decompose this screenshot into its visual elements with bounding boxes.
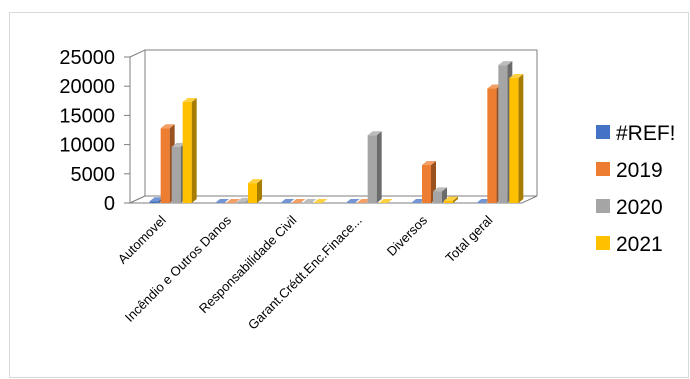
bar-2019-1 <box>226 199 240 203</box>
x-category-label: Diversos <box>384 212 431 259</box>
back-wall-outline <box>145 49 538 196</box>
bar-2021-0 <box>182 97 197 203</box>
bar-side <box>257 179 262 203</box>
bar-front <box>149 201 159 203</box>
bar-top <box>237 197 251 202</box>
bar-top <box>149 197 164 202</box>
chart-bars <box>149 61 524 204</box>
bar-2019-2 <box>291 199 306 203</box>
bar-#REF!-5 <box>476 199 491 203</box>
legend-swatch <box>596 199 610 213</box>
bar-top <box>509 74 524 79</box>
legend-swatch <box>596 125 610 139</box>
bar-top <box>248 179 262 184</box>
bar-front <box>433 191 442 203</box>
bar-2021-4 <box>444 196 458 203</box>
bar-top <box>378 199 393 203</box>
bar-top <box>291 199 306 203</box>
legend-label: 2019 <box>616 159 663 182</box>
bar-front <box>444 200 453 203</box>
bar-2021-1 <box>248 179 262 203</box>
bar-top <box>280 199 295 203</box>
bar-front <box>498 65 508 204</box>
y-tick-label: 0 <box>104 193 115 215</box>
y-tick-label: 10000 <box>59 135 115 157</box>
legend-item: 2021 <box>596 233 663 256</box>
legend-label: 2021 <box>616 233 663 256</box>
y-tick-label: 25000 <box>59 47 115 69</box>
side-wall <box>129 49 146 204</box>
bar-top <box>444 196 458 201</box>
bar-front <box>509 78 519 203</box>
legend-label: 2020 <box>616 196 663 219</box>
bar-top <box>160 124 175 129</box>
legend-item: 2020 <box>596 196 663 219</box>
bar-2020-3 <box>367 131 382 203</box>
bar-#REF!-2 <box>280 199 295 203</box>
bar-top <box>215 199 229 203</box>
bar-2021-3 <box>378 199 393 203</box>
x-category-label: Garant.Crédt.Enc.Finace... <box>245 213 365 333</box>
bar-top <box>182 97 197 102</box>
bar-2019-3 <box>356 199 371 203</box>
bar-front <box>367 135 377 203</box>
bar-top <box>411 199 425 203</box>
bar-top <box>422 161 436 166</box>
bar-top <box>356 199 371 203</box>
x-category-label: Total geral <box>442 212 495 265</box>
bar-front <box>422 165 431 203</box>
bar-side <box>376 131 382 203</box>
legend-label: #REF! <box>616 122 676 145</box>
bar-top <box>171 142 186 147</box>
bar-side <box>453 196 458 203</box>
x-category-label: Incêndio e Outros Danos <box>122 212 235 325</box>
bar-side <box>442 187 447 203</box>
bar-2021-5 <box>509 74 524 203</box>
bar-front <box>160 128 170 203</box>
bar-top <box>433 187 447 192</box>
x-category-label: Automovel <box>115 212 169 266</box>
bar-#REF!-1 <box>215 199 229 203</box>
bar-top <box>476 199 491 203</box>
legend: #REF! 2019 2020 2021 <box>596 122 676 256</box>
legend-item: 2019 <box>596 159 663 182</box>
bar-top <box>226 199 240 203</box>
y-tick-label: 5000 <box>71 164 116 186</box>
chart-frame <box>9 12 689 378</box>
bar-2020-2 <box>302 199 317 203</box>
bar-front <box>248 183 257 203</box>
bar-side <box>518 74 524 203</box>
bar-#REF!-4 <box>411 199 425 203</box>
bar-#REF!-3 <box>345 199 360 203</box>
legend-item: #REF! <box>596 122 676 145</box>
bar-side <box>191 97 197 203</box>
bar-top <box>345 199 360 203</box>
bar-front <box>237 201 246 203</box>
y-tick-label: 15000 <box>59 105 115 127</box>
bar-top <box>498 61 513 66</box>
bar-front <box>171 146 181 203</box>
y-axis-ticks: 0 5000 10000 15000 20000 25000 <box>59 47 130 215</box>
legend-swatch <box>596 236 610 250</box>
bar-top <box>367 131 382 136</box>
bar-top <box>487 84 502 89</box>
legend-swatch <box>596 162 610 176</box>
bar-front <box>487 88 497 203</box>
y-tick-label: 20000 <box>59 76 115 98</box>
bar-2020-4 <box>433 187 447 203</box>
bar-top <box>302 199 317 203</box>
bar-front <box>182 101 192 203</box>
bar-top <box>313 199 328 203</box>
bar-2021-2 <box>313 199 328 203</box>
